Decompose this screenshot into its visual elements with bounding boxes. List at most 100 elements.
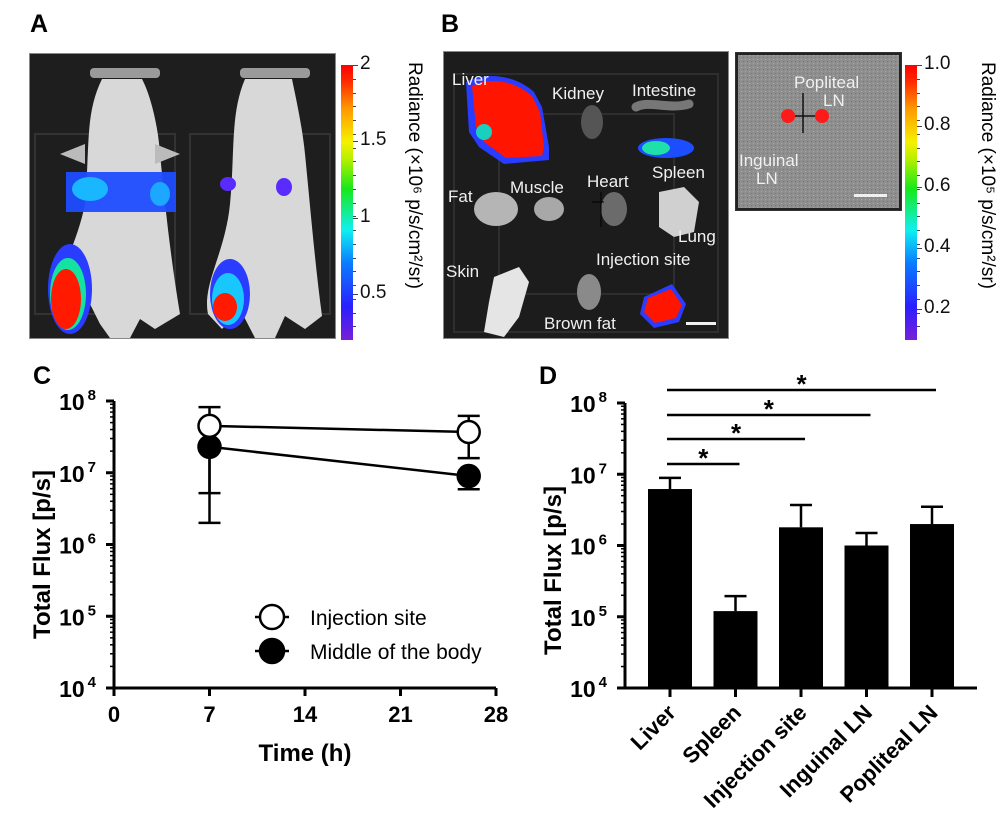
colorbar-b-minor-tick: [917, 133, 920, 135]
skin: [484, 267, 529, 337]
label-inguinal-ln-1: Inguinal: [739, 151, 799, 170]
colorbar-b-minor-tick: [917, 271, 920, 273]
colorbar-a-minor-tick: [353, 298, 356, 300]
brown-fat: [577, 274, 601, 310]
colorbar-b-minor-tick: [917, 257, 920, 259]
colorbar-a-minor-tick: [353, 133, 356, 135]
chart-c: 10 8 10 7 10 6 10 5 10 4 0 7 14 21 28 Time (h) Total Flu…: [29, 387, 508, 767]
colorbar-a-tick: [353, 141, 358, 143]
c-point-filled: [456, 463, 481, 489]
label-lung: Lung: [678, 227, 716, 246]
c-legend-label: Injection site: [310, 607, 427, 630]
colorbar-b-minor-tick: [917, 285, 920, 286]
colorbar-b-minor-tick: [917, 326, 920, 328]
c-y-tick-label: 10 8: [59, 387, 96, 415]
colorbar-a-minor-tick: [353, 175, 356, 176]
colorbar-a-tick: [353, 217, 358, 219]
colorbar-b-minor-tick: [917, 216, 920, 218]
colorbar-b-minor-tick: [917, 243, 920, 245]
c-x-axis-title: Time (h): [259, 740, 352, 767]
d-y-tick-label: 10 4: [570, 674, 608, 702]
colorbar-a-minor-tick: [353, 230, 356, 231]
colorbar-b-minor-tick: [917, 147, 920, 149]
c-legend-marker: [258, 637, 286, 665]
colorbar-b-tick-label: 0.4: [924, 236, 951, 258]
d-y-tick-label: 10 6: [570, 532, 607, 560]
label-brown-fat: Brown fat: [544, 314, 616, 333]
signal-injection-site-left: [48, 244, 92, 334]
colorbar-a-tick-label: 1: [360, 205, 371, 227]
colorbar-b-tick: [917, 126, 922, 128]
d-significance-star: *: [796, 369, 807, 399]
colorbar-b-minor-tick: [917, 298, 920, 300]
d-x-tick-label: Liver: [626, 700, 681, 755]
colorbar-a-tick: [353, 294, 358, 296]
colorbar-b-minor-tick: [917, 188, 920, 190]
colorbar-b-tick: [917, 65, 922, 66]
organ-image-drawing: [444, 52, 728, 338]
c-y-tick-label: 10 5: [59, 602, 96, 630]
liver-signal: [466, 76, 549, 164]
signal-injection-site-right: [210, 259, 250, 329]
scale-bar-ln: [854, 194, 887, 197]
label-heart: Heart: [587, 172, 629, 191]
colorbar-a-minor-tick: [353, 312, 356, 314]
c-y-axis-title: Total Flux [p/s]: [29, 470, 56, 639]
panel-letter-a: A: [30, 10, 49, 38]
scale-bar-b: [686, 322, 716, 325]
d-bar-spleen: [713, 611, 758, 688]
panel-letter-c: C: [33, 362, 52, 390]
inguinal-ln-signal: [781, 109, 795, 123]
colorbar-a-minor-tick: [353, 106, 356, 108]
c-x-tick-label: 21: [388, 702, 412, 727]
colorbar-b-minor-tick: [917, 312, 920, 314]
colorbar-a-minor-tick: [353, 120, 356, 121]
signal-middle-body-left: [66, 172, 176, 212]
c-series-line-1: [209, 445, 469, 478]
colorbar-a-tick-label: 1.5: [360, 129, 387, 151]
c-x-tick-label: 14: [293, 702, 318, 727]
c-point-open: [197, 413, 222, 439]
colorbar-a-minor-tick: [353, 161, 356, 163]
c-point-filled: [197, 434, 222, 460]
colorbar-a-minor-tick: [353, 78, 356, 80]
label-popliteal-ln-1: Popliteal: [794, 73, 860, 92]
colorbar-b-minor-tick: [917, 92, 920, 94]
d-y-tick-label: 10 7: [570, 460, 607, 488]
colorbar-a-tick-label: 2: [360, 53, 371, 74]
label-popliteal-ln-2: LN: [823, 91, 845, 110]
d-y-tick-label: 10 5: [570, 603, 607, 631]
organ-image: Liver Kidney Intestine Fat Muscle Heart …: [443, 51, 729, 339]
c-legend-marker: [258, 603, 286, 631]
colorbar-a-minor-tick: [353, 202, 356, 204]
popliteal-ln-signal: [815, 109, 829, 123]
label-skin: Skin: [446, 262, 480, 281]
c-x-tick-label: 7: [203, 702, 215, 727]
colorbar-a-minor-tick: [353, 271, 356, 273]
d-bar-liver: [648, 489, 692, 688]
c-y-tick-label: 10 4: [59, 674, 97, 702]
colorbar-a-minor-tick: [353, 216, 356, 218]
signal-middle-body-right: [220, 177, 292, 196]
colorbar-b-tick: [917, 248, 922, 250]
intestine: [631, 99, 694, 112]
mouse-bioluminescence-image: [29, 53, 336, 339]
label-intestine: Intestine: [632, 81, 697, 100]
d-y-axis-title: Total Flux [p/s]: [540, 486, 567, 655]
d-significance-star: *: [698, 443, 709, 473]
spleen: [659, 187, 699, 237]
colorbar-a-minor-tick: [353, 243, 356, 245]
label-liver: Liver: [452, 70, 489, 89]
label-inguinal-ln-2: LN: [756, 169, 778, 188]
d-y-tick-label: 10 8: [570, 389, 607, 417]
d-significance-star: *: [764, 394, 775, 424]
c-series-line-0: [209, 424, 469, 434]
colorbar-b-minor-tick: [917, 161, 920, 163]
colorbar-a-minor-tick: [353, 188, 356, 190]
colorbar-b-tick-label: 0.8: [924, 114, 951, 136]
panel-letter-d: D: [539, 362, 558, 390]
colorbar-b-minor-tick: [917, 120, 920, 121]
colorbar-b-minor-tick: [917, 78, 920, 80]
lymph-node-drawing: [736, 53, 901, 210]
fat: [474, 192, 518, 226]
